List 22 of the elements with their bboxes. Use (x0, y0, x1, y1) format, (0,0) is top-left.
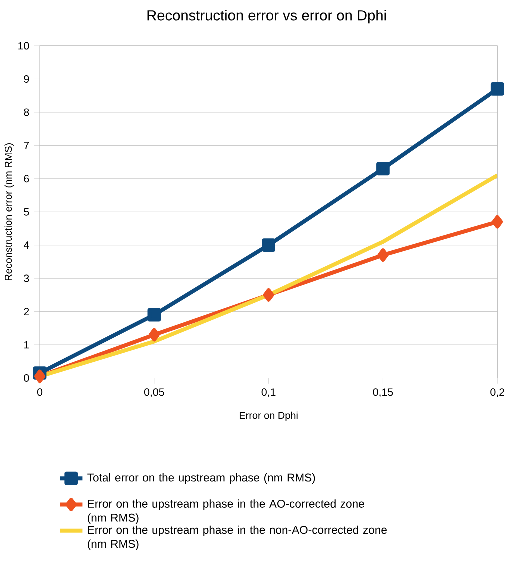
y-tick-label: 5 (24, 208, 30, 216)
y-tick-label: 4 (24, 242, 30, 249)
y-tick-label: 8 (24, 108, 30, 116)
y-tick-label: 3 (24, 274, 30, 282)
x-tick-label: 0,05 (144, 388, 164, 398)
x-axis-title: Error on Dphi (240, 412, 298, 422)
y-tick-label: 7 (24, 142, 30, 150)
y-tick-label: 10 (18, 42, 30, 50)
y-tick-label: 6 (24, 175, 30, 183)
legend-label: Total error on the upstream phase (nm RMS) (88, 473, 316, 484)
legend-label: Error on the upstream phase in the AO-corrected zone (nm RMS) (88, 500, 364, 524)
chart-title: Reconstruction error vs error on Dphi (148, 10, 386, 24)
y-tick-label: 9 (24, 75, 30, 84)
x-tick-label: 0 (38, 388, 43, 396)
x-tick-label: 0,15 (373, 388, 394, 398)
legend-label: Error on the upstream phase in the non-AO-corrected zone (nm RMS) (88, 526, 387, 550)
y-axis-title: Reconstruction error (nm RMS) (4, 144, 14, 281)
y-tick-label: 1 (24, 341, 30, 349)
x-tick-label: 0,1 (262, 388, 276, 398)
y-tick-label: 2 (24, 308, 30, 316)
y-tick-label: 0 (24, 374, 30, 382)
x-tick-label: 0,2 (490, 388, 504, 398)
